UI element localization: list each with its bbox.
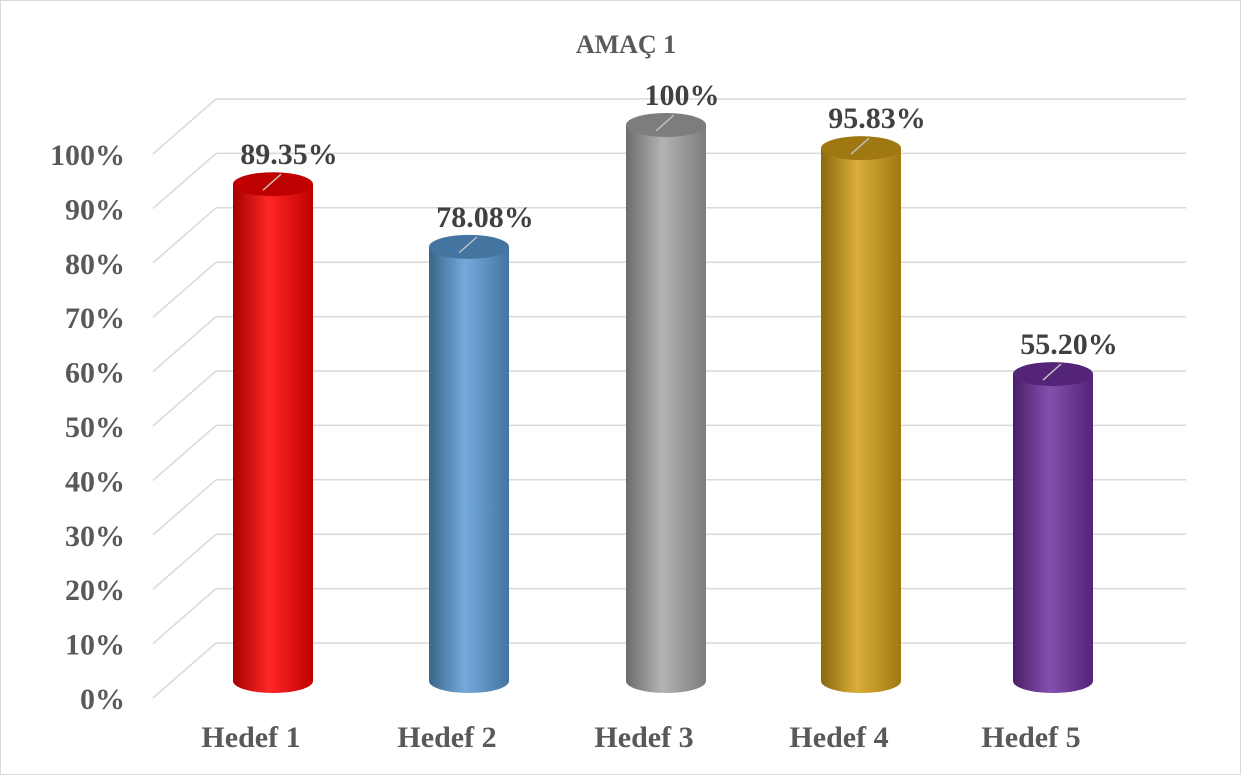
x-category-label: Hedef 1 <box>201 721 300 754</box>
bars <box>233 113 1093 694</box>
data-label: 95.83% <box>828 102 926 135</box>
gridline-diagonal <box>152 588 217 645</box>
x-category-label: Hedef 2 <box>397 721 496 754</box>
x-category-label: Hedef 3 <box>594 721 693 754</box>
x-category-label: Hedef 4 <box>789 721 888 754</box>
gridline-diagonal <box>152 152 217 209</box>
gridline-diagonal <box>152 642 217 699</box>
gridline-diagonal <box>152 479 217 536</box>
x-axis-categories: Hedef 1 Hedef 2 Hedef 3 Hedef 4 Hedef 5 <box>201 721 1080 754</box>
y-tick-label: 80% <box>65 248 125 281</box>
bar-body <box>821 148 901 694</box>
y-tick-label: 90% <box>65 193 125 226</box>
bar-5 <box>1013 362 1093 693</box>
leader-line <box>1042 363 1062 381</box>
gridline-diagonal <box>152 370 217 427</box>
leader-line <box>262 173 282 191</box>
bar-top <box>1013 362 1093 387</box>
bar-top <box>821 136 901 161</box>
gridline-diagonal <box>152 98 217 155</box>
data-label: 78.08% <box>436 201 534 234</box>
bar-body <box>429 246 509 694</box>
y-tick-label: 10% <box>65 629 125 662</box>
leader-line <box>655 114 675 132</box>
x-category-label: Hedef 5 <box>981 721 1080 754</box>
bar-2 <box>429 234 509 694</box>
y-tick-label: 20% <box>65 574 125 607</box>
y-tick-label: 0% <box>80 683 125 716</box>
bar-body <box>626 125 706 693</box>
gridline-diagonal <box>152 207 217 264</box>
gridline-diagonal <box>152 424 217 481</box>
data-label: 89.35% <box>240 138 338 171</box>
bar-top <box>429 234 509 259</box>
leader-line <box>850 137 870 155</box>
bar-body <box>233 184 313 694</box>
bar-1 <box>233 172 313 694</box>
y-tick-label: 30% <box>65 520 125 553</box>
y-tick-label: 100% <box>50 139 125 172</box>
data-label: 100% <box>645 79 720 112</box>
y-tick-label: 70% <box>65 302 125 335</box>
bar-3 <box>626 113 706 693</box>
gridline-diagonal <box>152 316 217 373</box>
y-axis-ticks: 0% 10% 20% 30% 40% 50% 60% 70% 80% 90% 100% <box>50 139 125 716</box>
gridline-diagonal <box>152 261 217 318</box>
bar-top <box>626 113 706 137</box>
y-tick-label: 60% <box>65 357 125 390</box>
bar-body <box>1013 374 1093 693</box>
leader-line <box>458 236 478 254</box>
gridline-diagonal <box>152 533 217 590</box>
y-tick-label: 50% <box>65 411 125 444</box>
data-labels: 89.35% 78.08% 100% 95.83% 55.20% <box>240 79 1118 381</box>
bar-top <box>233 172 313 197</box>
bar-4 <box>821 136 901 694</box>
chart-title: AMAÇ 1 <box>576 30 676 59</box>
y-tick-label: 40% <box>65 465 125 498</box>
data-label: 55.20% <box>1020 328 1118 361</box>
